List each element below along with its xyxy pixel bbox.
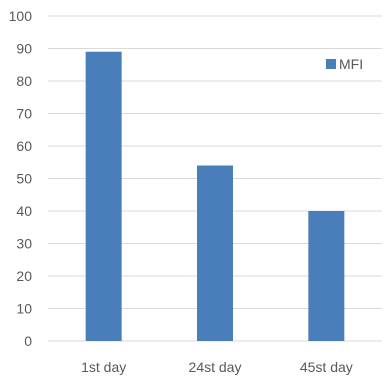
- y-tick-label-0: 0: [24, 333, 32, 349]
- y-tick-label-50: 50: [16, 171, 32, 187]
- y-tick-label-60: 60: [16, 138, 32, 154]
- legend-label-mfi: MFI: [339, 56, 363, 72]
- y-axis-tick-labels: 0 10 20 30 40 50 60 70 80 90 100: [9, 8, 33, 349]
- y-tick-label-30: 30: [16, 236, 32, 252]
- legend: MFI: [326, 56, 363, 72]
- x-tick-label-24st-day: 24st day: [189, 359, 242, 375]
- x-tick-label-1st-day: 1st day: [81, 359, 126, 375]
- bars: [85, 51, 345, 341]
- bar-45st-day: [308, 211, 345, 341]
- bar-1st-day: [85, 51, 122, 341]
- y-tick-label-40: 40: [16, 203, 32, 219]
- y-tick-label-70: 70: [16, 106, 32, 122]
- y-tick-label-100: 100: [9, 8, 33, 24]
- legend-swatch-mfi: [326, 59, 336, 69]
- y-tick-label-90: 90: [16, 41, 32, 57]
- x-axis-tick-labels: 1st day 24st day 45st day: [81, 359, 353, 375]
- y-tick-label-10: 10: [16, 301, 32, 317]
- bar-24st-day: [197, 165, 233, 341]
- x-tick-label-45st-day: 45st day: [300, 359, 353, 375]
- y-tick-label-20: 20: [16, 268, 32, 284]
- y-tick-label-80: 80: [16, 73, 32, 89]
